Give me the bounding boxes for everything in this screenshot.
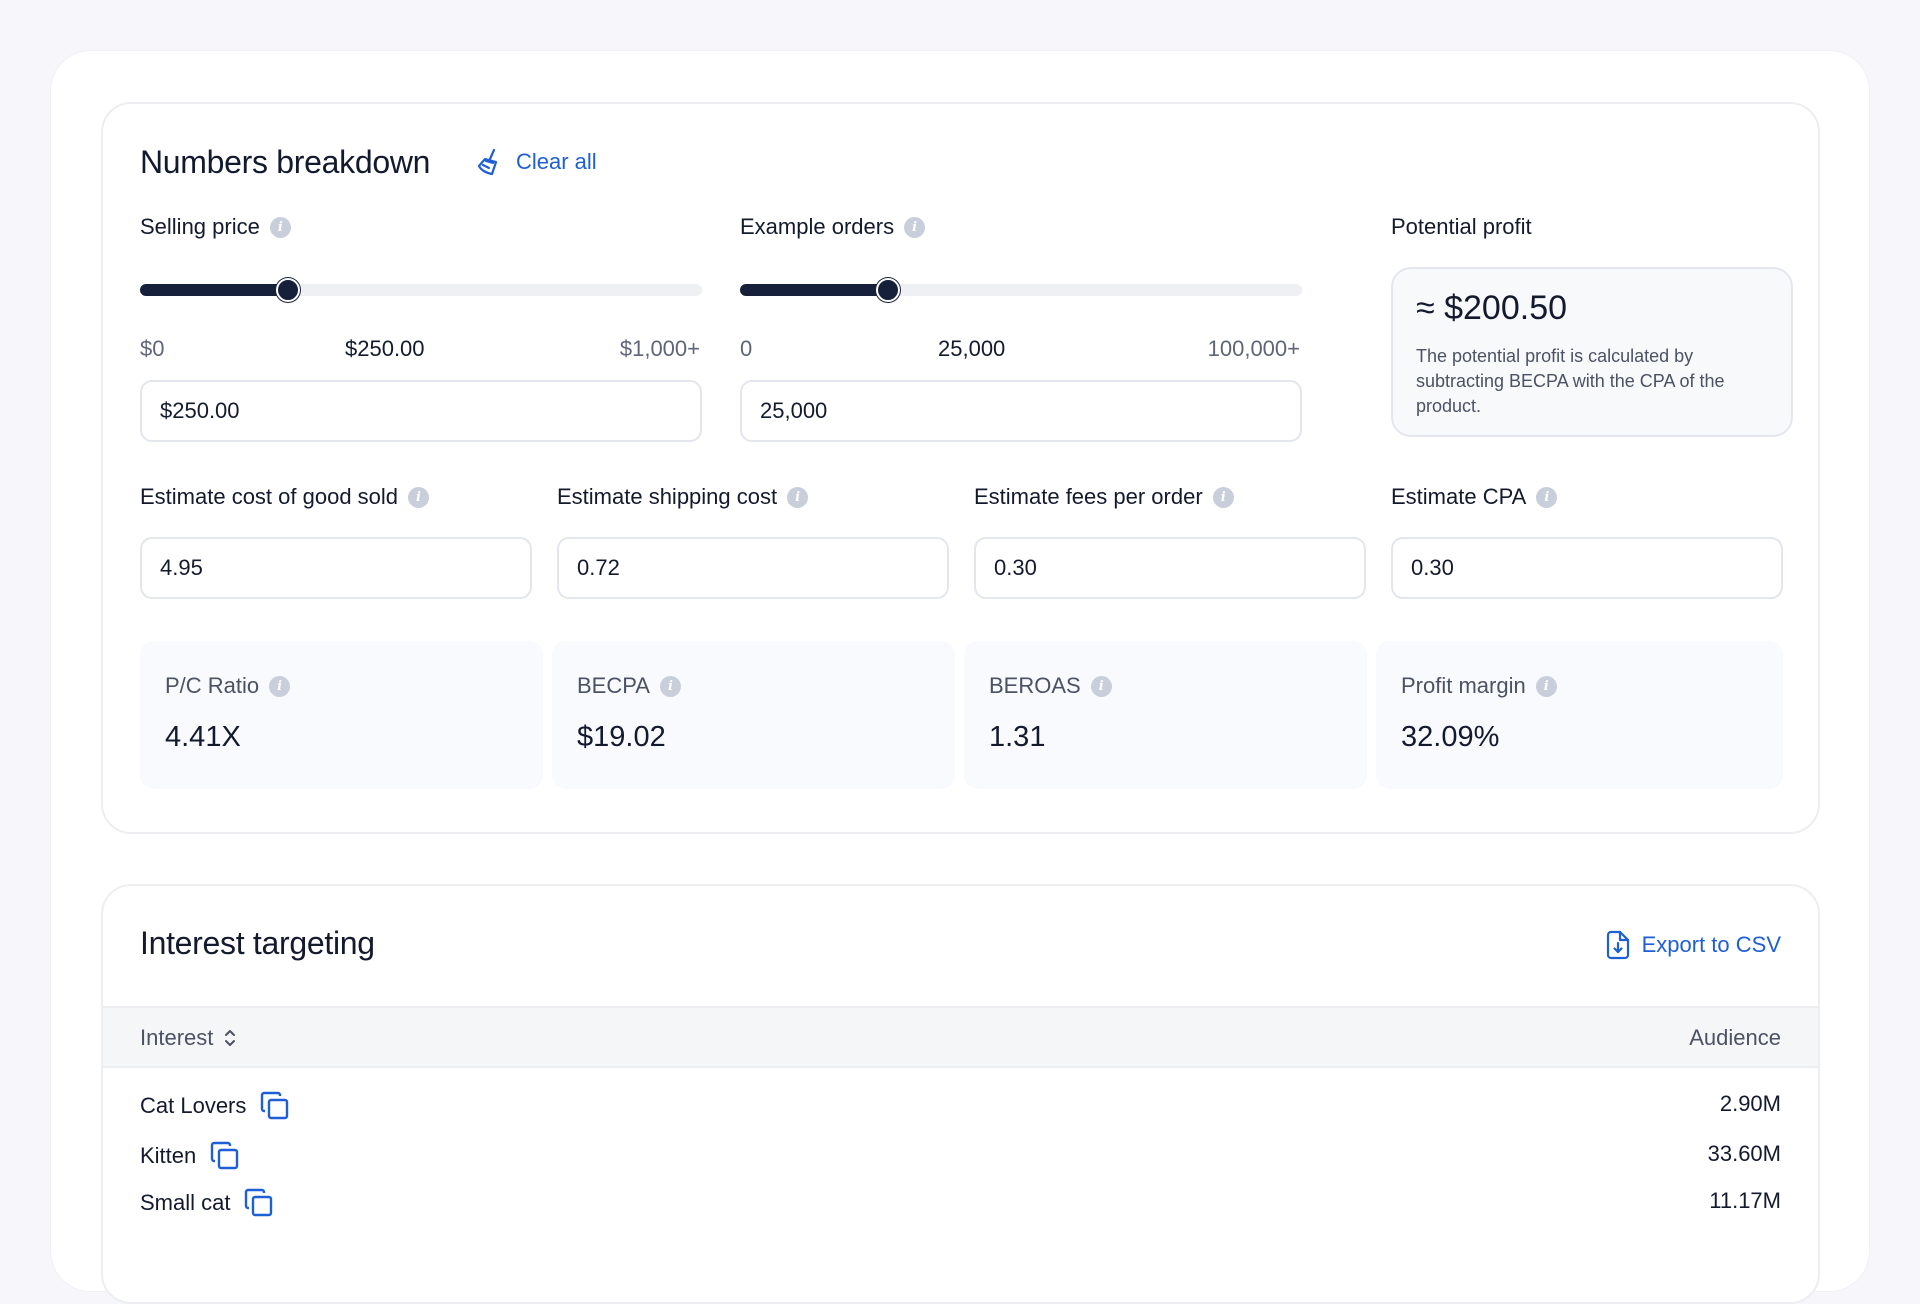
- potential-profit-label: Potential profit: [1391, 214, 1532, 239]
- estimate-shipping-label-text: Estimate shipping cost: [557, 484, 778, 509]
- interest-targeting-card: Interest targeting Export to CSV Interes…: [101, 884, 1820, 1304]
- audience-value: 11.17M: [1709, 1188, 1781, 1213]
- metric-value: 4.41X: [165, 721, 241, 753]
- info-icon[interactable]: i: [659, 675, 681, 697]
- metric-label: BEROAS i: [989, 673, 1112, 699]
- metric-label-text: Profit margin: [1401, 673, 1526, 698]
- column-header-interest-label: Interest: [140, 1025, 214, 1050]
- potential-profit-description: The potential profit is calculated by su…: [1416, 346, 1725, 416]
- table-row: Cat Lovers 2.90M: [103, 1081, 1818, 1131]
- example-orders-slider-thumb[interactable]: [876, 278, 900, 302]
- audience-value: 2.90M: [1719, 1091, 1781, 1116]
- metric-beroas: BEROAS i 1.31: [964, 641, 1367, 789]
- estimate-cogs-label-text: Estimate cost of good sold: [140, 484, 399, 509]
- broom-icon: [477, 148, 498, 176]
- estimate-cogs-label: Estimate cost of good sold i: [140, 484, 430, 510]
- numbers-breakdown-title: Numbers breakdown: [140, 144, 431, 180]
- selling-price-label: Selling price i: [140, 214, 291, 240]
- interest-cell: Cat Lovers: [140, 1091, 290, 1121]
- estimate-cpa-label: Estimate CPA i: [1391, 484, 1558, 510]
- selling-price-min: $0: [140, 336, 165, 361]
- numbers-breakdown-card: Numbers breakdown Clear all Selling pric…: [101, 102, 1820, 834]
- metric-label-text: BEROAS: [989, 673, 1081, 698]
- column-header-audience: Audience: [1689, 1025, 1781, 1050]
- estimate-fees-label: Estimate fees per order i: [974, 484, 1234, 510]
- example-orders-current: 25,000: [938, 336, 1006, 361]
- estimate-shipping-input[interactable]: 0.72: [557, 537, 949, 599]
- info-icon[interactable]: i: [1090, 675, 1112, 697]
- example-orders-label-text: Example orders: [740, 214, 895, 239]
- estimate-cpa-input[interactable]: 0.30: [1391, 537, 1783, 599]
- metric-profit-margin: Profit margin i 32.09%: [1376, 641, 1783, 789]
- sort-icon[interactable]: [223, 1028, 237, 1048]
- clear-all-button[interactable]: Clear all: [476, 147, 597, 177]
- copy-icon[interactable]: [210, 1141, 240, 1171]
- interest-cell: Small cat: [140, 1188, 274, 1218]
- estimate-cpa-label-text: Estimate CPA: [1391, 484, 1527, 509]
- selling-price-current: $250.00: [345, 336, 425, 361]
- selling-price-slider-fill: [140, 284, 288, 296]
- info-icon[interactable]: i: [1212, 486, 1234, 508]
- metric-value: 1.31: [989, 721, 1046, 753]
- example-orders-label: Example orders i: [740, 214, 926, 240]
- selling-price-slider-thumb[interactable]: [276, 278, 300, 302]
- interest-name: Kitten: [140, 1143, 197, 1168]
- metric-label: P/C Ratio i: [165, 673, 291, 699]
- info-icon[interactable]: i: [1536, 486, 1558, 508]
- interest-targeting-title: Interest targeting: [140, 925, 375, 961]
- interest-name: Small cat: [140, 1190, 231, 1215]
- export-csv-button[interactable]: Export to CSV: [1606, 930, 1781, 960]
- page-container: Numbers breakdown Clear all Selling pric…: [51, 51, 1869, 1304]
- selling-price-slider[interactable]: [140, 278, 702, 302]
- metric-label-text: BECPA: [577, 673, 650, 698]
- metric-label-text: P/C Ratio: [165, 673, 260, 698]
- estimate-shipping-label: Estimate shipping cost i: [557, 484, 809, 510]
- selling-price-label-text: Selling price: [140, 214, 260, 239]
- info-icon[interactable]: i: [904, 216, 926, 238]
- export-csv-label: Export to CSV: [1641, 932, 1781, 957]
- info-icon[interactable]: i: [269, 675, 291, 697]
- example-orders-slider-fill: [740, 284, 888, 296]
- clear-all-label: Clear all: [516, 149, 597, 174]
- info-icon[interactable]: i: [269, 216, 291, 238]
- table-row: Small cat 11.17M: [103, 1178, 1818, 1228]
- metric-label: BECPA i: [577, 673, 681, 699]
- info-icon[interactable]: i: [408, 486, 430, 508]
- copy-icon[interactable]: [244, 1188, 274, 1218]
- copy-icon[interactable]: [260, 1091, 290, 1121]
- interest-cell: Kitten: [140, 1141, 240, 1171]
- selling-price-input[interactable]: $250.00: [140, 380, 702, 442]
- estimate-fees-label-text: Estimate fees per order: [974, 484, 1203, 509]
- estimate-fees-input[interactable]: 0.30: [974, 537, 1366, 599]
- potential-profit-value: ≈ $200.50: [1416, 289, 1568, 327]
- audience-value: 33.60M: [1707, 1141, 1781, 1166]
- estimate-cogs-input[interactable]: 4.95: [140, 537, 532, 599]
- example-orders-input[interactable]: 25,000: [740, 380, 1302, 442]
- example-orders-slider[interactable]: [740, 278, 1302, 302]
- potential-profit-box: ≈ $200.50 The potential profit is calcul…: [1391, 267, 1793, 437]
- metric-becpa: BECPA i $19.02: [552, 641, 955, 789]
- info-icon[interactable]: i: [787, 486, 809, 508]
- table-row: Kitten 33.60M: [103, 1131, 1818, 1181]
- example-orders-min: 0: [740, 336, 753, 361]
- column-header-interest[interactable]: Interest: [140, 1025, 237, 1051]
- metric-value: 32.09%: [1401, 721, 1500, 753]
- selling-price-max: $1,000+: [619, 336, 700, 361]
- table-header: Interest Audience: [103, 1006, 1818, 1068]
- info-icon[interactable]: i: [1535, 675, 1557, 697]
- metric-pc-ratio: P/C Ratio i 4.41X: [140, 641, 543, 789]
- interest-name: Cat Lovers: [140, 1093, 247, 1118]
- example-orders-max: 100,000+: [1207, 336, 1300, 361]
- metric-value: $19.02: [577, 721, 666, 753]
- metric-label: Profit margin i: [1401, 673, 1557, 699]
- file-download-icon: [1606, 930, 1629, 960]
